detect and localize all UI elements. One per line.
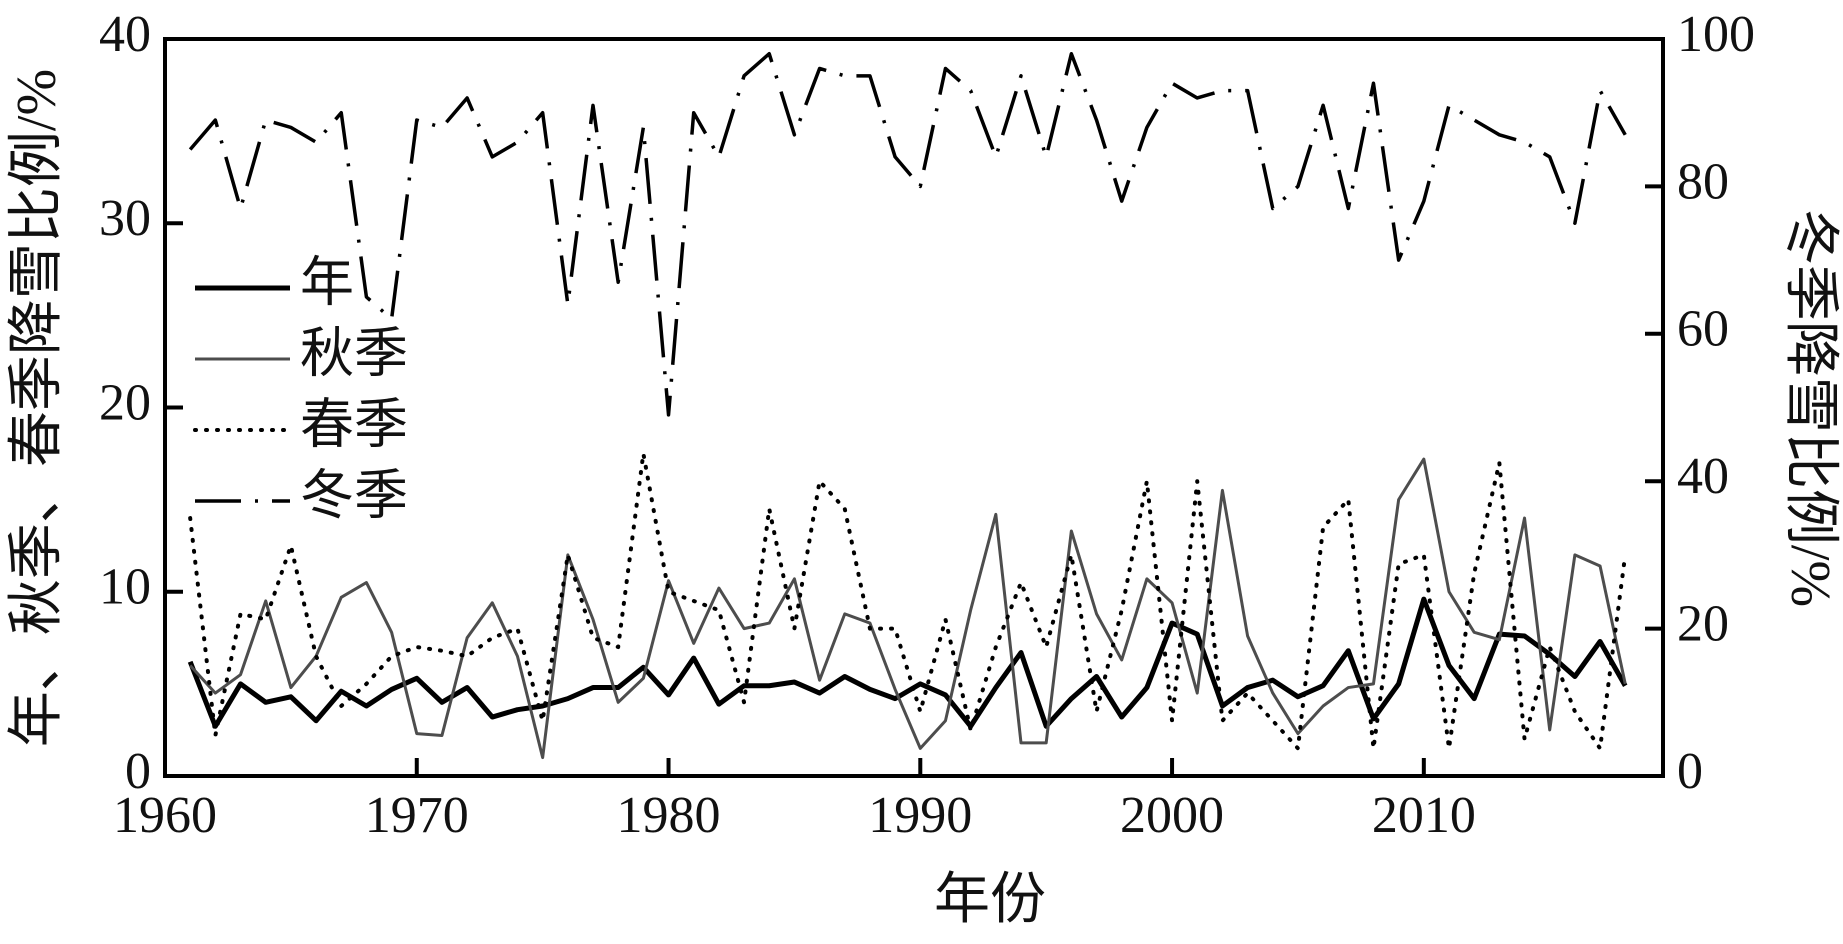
- y2-tick-label: 60: [1677, 301, 1729, 358]
- x-tick-label: 1980: [617, 787, 721, 844]
- x-tick-label: 2010: [1372, 787, 1476, 844]
- x-tick-label: 2000: [1120, 787, 1224, 844]
- x-tick-label: 1960: [113, 787, 217, 844]
- y-tick-label: 30: [99, 190, 151, 247]
- y2-tick-label: 0: [1677, 743, 1703, 800]
- y2-tick-label: 40: [1677, 448, 1729, 505]
- x-tick-label: 1990: [868, 787, 972, 844]
- legend-label: 冬季: [300, 465, 408, 525]
- series-line: [188, 51, 1627, 417]
- x-tick-label: 1970: [365, 787, 469, 844]
- series-line: [187, 596, 1628, 729]
- series-line: [188, 451, 1628, 751]
- x-axis-label: 年份: [934, 869, 1046, 931]
- series-line: [189, 457, 1627, 760]
- y-tick-label: 10: [99, 559, 151, 616]
- legend-label: 年: [300, 252, 354, 312]
- legend-label: 春季: [300, 394, 408, 454]
- y2-axis-label: 冬季降雪比例/%: [1779, 209, 1841, 607]
- y-axis-label: 年、秋季、春季降雪比例/%: [6, 69, 68, 747]
- y2-tick-label: 100: [1677, 6, 1755, 63]
- y2-tick-label: 80: [1677, 153, 1729, 210]
- legend-label: 秋季: [300, 323, 408, 383]
- y-tick-label: 20: [99, 374, 151, 431]
- y2-tick-label: 20: [1677, 596, 1729, 653]
- y-tick-label: 40: [99, 6, 151, 63]
- y-tick-label: 0: [125, 743, 151, 800]
